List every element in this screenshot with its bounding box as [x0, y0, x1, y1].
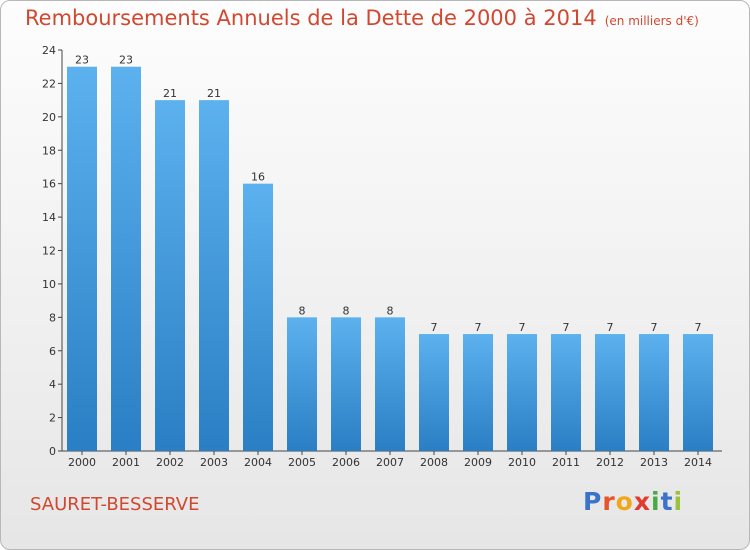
- x-tick-label: 2003: [200, 456, 228, 469]
- y-tick-label: 18: [42, 144, 56, 157]
- bar: [111, 66, 141, 451]
- y-tick-label: 8: [49, 311, 56, 324]
- x-tick-label: 2008: [420, 456, 448, 469]
- bar: [595, 334, 625, 451]
- data-label: 8: [343, 304, 350, 317]
- x-tick-label: 2007: [376, 456, 404, 469]
- y-tick-label: 16: [42, 178, 56, 191]
- chart-subtitle: (en milliers d'€): [604, 14, 699, 28]
- x-tick-label: 2010: [508, 456, 536, 469]
- commune-name: SAURET-BESSERVE: [30, 494, 200, 515]
- x-tick-label: 2011: [552, 456, 580, 469]
- logo-letter: o: [615, 487, 634, 516]
- y-tick-label: 24: [42, 44, 56, 57]
- y-tick-label: 6: [49, 345, 56, 358]
- bar: [243, 183, 273, 451]
- x-tick-label: 2009: [464, 456, 492, 469]
- bar: [155, 100, 185, 451]
- x-tick-label: 2004: [244, 456, 272, 469]
- logo-letter: t: [660, 487, 674, 516]
- bars: 23 23 21 21 16 8 8 8 7 7 7 7 7 7 7: [67, 54, 713, 451]
- data-label: 21: [207, 87, 221, 100]
- bar: [463, 334, 493, 451]
- y-tick-label: 20: [42, 111, 56, 124]
- bar: [199, 100, 229, 451]
- y-tick-label: 2: [49, 412, 56, 425]
- y-tick-label: 4: [49, 378, 56, 391]
- x-tick-label: 2012: [596, 456, 624, 469]
- data-label: 23: [119, 54, 133, 67]
- x-tick-label: 2000: [68, 456, 96, 469]
- bar: [683, 334, 713, 451]
- bar: [331, 317, 361, 451]
- logo-letter: x: [633, 487, 651, 516]
- bar: [287, 317, 317, 451]
- y-tick-label: 12: [42, 245, 56, 258]
- logo-letter: r: [602, 487, 616, 516]
- data-label: 7: [475, 321, 482, 334]
- x-tick-label: 2014: [684, 456, 712, 469]
- data-label: 7: [607, 321, 614, 334]
- data-label: 7: [519, 321, 526, 334]
- chart-title: Remboursements Annuels de la Dette de 20…: [25, 6, 699, 30]
- bar: [67, 66, 97, 451]
- bar: [639, 334, 669, 451]
- x-tick-label: 2002: [156, 456, 184, 469]
- data-label: 23: [75, 54, 89, 67]
- x-tick-label: 2001: [112, 456, 140, 469]
- data-label: 16: [251, 171, 265, 184]
- data-label: 7: [563, 321, 570, 334]
- data-label: 7: [431, 321, 438, 334]
- data-label: 8: [299, 304, 306, 317]
- bar: [419, 334, 449, 451]
- bar: [375, 317, 405, 451]
- data-label: 8: [387, 304, 394, 317]
- proxiti-logo[interactable]: Proxiti: [583, 487, 683, 516]
- x-tick-label: 2006: [332, 456, 360, 469]
- bar: [507, 334, 537, 451]
- title-text: Remboursements Annuels de la Dette de 20…: [25, 6, 597, 30]
- data-label: 7: [651, 321, 658, 334]
- bar: [551, 334, 581, 451]
- logo-letter: i: [651, 487, 661, 516]
- data-label: 7: [695, 321, 702, 334]
- logo-letter: i: [673, 487, 684, 516]
- y-tick-label: 22: [42, 77, 56, 90]
- y-tick-label: 0: [49, 445, 56, 458]
- data-label: 21: [163, 87, 177, 100]
- logo-letter: P: [583, 487, 603, 516]
- y-tick-label: 14: [42, 211, 56, 224]
- y-tick-label: 10: [42, 278, 56, 291]
- x-tick-label: 2005: [288, 456, 316, 469]
- x-tick-label: 2013: [640, 456, 668, 469]
